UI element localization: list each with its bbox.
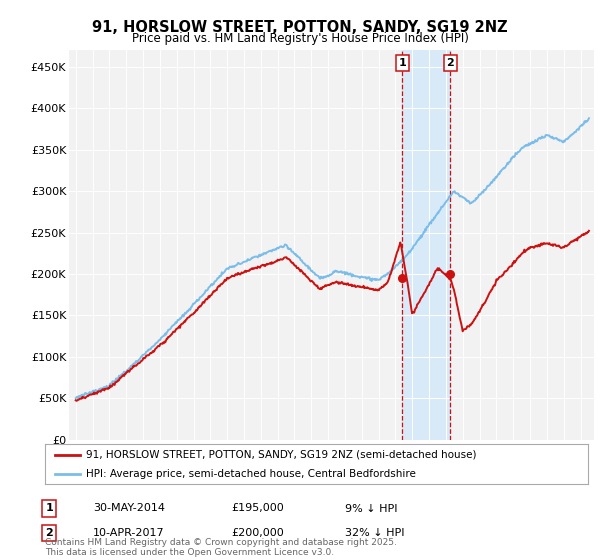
Text: 2: 2 (46, 528, 53, 538)
Bar (403, 50, 451, 440)
Text: 10-APR-2017: 10-APR-2017 (93, 528, 164, 538)
Text: 9% ↓ HPI: 9% ↓ HPI (345, 503, 398, 514)
Text: £200,000: £200,000 (231, 528, 284, 538)
Text: 91, HORSLOW STREET, POTTON, SANDY, SG19 2NZ (semi-detached house): 91, HORSLOW STREET, POTTON, SANDY, SG19 … (86, 450, 476, 460)
Text: 2: 2 (446, 58, 454, 68)
Text: 1: 1 (46, 503, 53, 514)
Text: Price paid vs. HM Land Registry's House Price Index (HPI): Price paid vs. HM Land Registry's House … (131, 32, 469, 45)
Text: £195,000: £195,000 (231, 503, 284, 514)
Text: Contains HM Land Registry data © Crown copyright and database right 2025.
This d: Contains HM Land Registry data © Crown c… (45, 538, 397, 557)
Text: 30-MAY-2014: 30-MAY-2014 (93, 503, 165, 514)
Text: 32% ↓ HPI: 32% ↓ HPI (345, 528, 404, 538)
Text: 1: 1 (398, 58, 406, 68)
Text: HPI: Average price, semi-detached house, Central Bedfordshire: HPI: Average price, semi-detached house,… (86, 469, 416, 478)
Text: 91, HORSLOW STREET, POTTON, SANDY, SG19 2NZ: 91, HORSLOW STREET, POTTON, SANDY, SG19 … (92, 20, 508, 35)
